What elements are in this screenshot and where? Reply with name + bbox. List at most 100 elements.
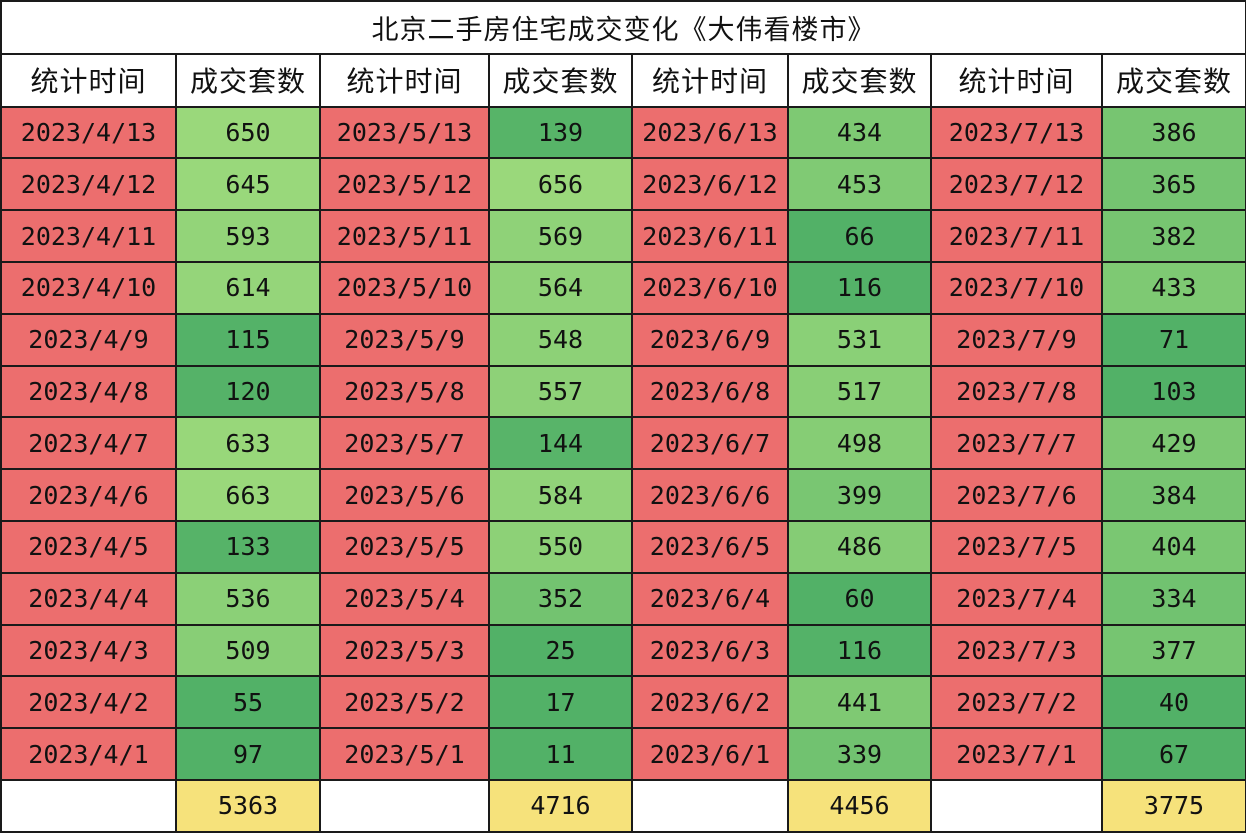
date-cell: 2023/5/6 (319, 468, 490, 522)
count-cell: 334 (1101, 571, 1246, 626)
date-cell: 2023/5/5 (319, 520, 490, 574)
count-cell: 365 (1101, 157, 1246, 212)
date-cell: 2023/5/11 (319, 209, 490, 264)
date-cell: 2023/7/9 (930, 312, 1103, 367)
empty-cell (631, 778, 789, 834)
date-cell: 2023/4/5 (0, 520, 177, 574)
count-cell: 60 (787, 571, 932, 626)
date-cell: 2023/6/12 (631, 157, 789, 212)
count-cell: 441 (787, 675, 932, 730)
count-cell: 384 (1101, 468, 1246, 522)
date-cell: 2023/7/3 (930, 623, 1103, 678)
count-cell: 531 (787, 312, 932, 367)
date-cell: 2023/4/8 (0, 364, 177, 419)
count-cell: 509 (175, 623, 321, 678)
date-cell: 2023/5/1 (319, 727, 490, 781)
count-cell: 399 (787, 468, 932, 522)
total-cell: 5363 (175, 778, 321, 834)
date-cell: 2023/5/8 (319, 364, 490, 419)
table-row: 2023/4/5 133 2023/5/5 550 2023/6/5 486 2023/7/… (0, 520, 1246, 574)
date-cell: 2023/6/11 (631, 209, 789, 264)
count-cell: 139 (488, 105, 633, 160)
table-title: 北京二手房住宅成交变化《大伟看楼市》 (0, 0, 1246, 55)
date-cell: 2023/5/7 (319, 416, 490, 471)
date-cell: 2023/4/1 (0, 727, 177, 781)
count-cell: 71 (1101, 312, 1246, 367)
date-cell: 2023/5/3 (319, 623, 490, 678)
empty-cell (930, 778, 1103, 834)
date-cell: 2023/4/11 (0, 209, 177, 264)
count-cell: 433 (1101, 261, 1246, 315)
date-cell: 2023/6/8 (631, 364, 789, 419)
date-cell: 2023/6/3 (631, 623, 789, 678)
count-cell: 97 (175, 727, 321, 781)
empty-cell (0, 778, 177, 834)
date-cell: 2023/4/9 (0, 312, 177, 367)
date-cell: 2023/6/7 (631, 416, 789, 471)
header-date-0: 统计时间 (0, 52, 177, 108)
count-cell: 663 (175, 468, 321, 522)
date-cell: 2023/4/13 (0, 105, 177, 160)
date-cell: 2023/6/4 (631, 571, 789, 626)
count-cell: 614 (175, 261, 321, 315)
count-cell: 116 (787, 623, 932, 678)
count-cell: 550 (488, 520, 633, 574)
count-cell: 67 (1101, 727, 1246, 781)
date-cell: 2023/7/2 (930, 675, 1103, 730)
date-cell: 2023/5/13 (319, 105, 490, 160)
table-row: 2023/4/12 645 2023/5/12 656 2023/6/12 453 2023… (0, 157, 1246, 212)
total-cell: 4716 (488, 778, 633, 834)
count-cell: 536 (175, 571, 321, 626)
date-cell: 2023/7/13 (930, 105, 1103, 160)
date-cell: 2023/7/7 (930, 416, 1103, 471)
count-cell: 339 (787, 727, 932, 781)
date-cell: 2023/7/10 (930, 261, 1103, 315)
date-cell: 2023/6/5 (631, 520, 789, 574)
header-count-0: 成交套数 (175, 52, 321, 108)
count-cell: 11 (488, 727, 633, 781)
header-count-3: 成交套数 (1101, 52, 1246, 108)
total-row: 5363 4716 4456 3775 (0, 778, 1246, 834)
header-date-1: 统计时间 (319, 52, 490, 108)
count-cell: 17 (488, 675, 633, 730)
count-cell: 498 (787, 416, 932, 471)
count-cell: 584 (488, 468, 633, 522)
count-cell: 144 (488, 416, 633, 471)
table-row: 2023/4/6 663 2023/5/6 584 2023/6/6 399 2023/7/… (0, 468, 1246, 522)
count-cell: 382 (1101, 209, 1246, 264)
date-cell: 2023/4/3 (0, 623, 177, 678)
count-cell: 593 (175, 209, 321, 264)
date-cell: 2023/4/6 (0, 468, 177, 522)
header-count-2: 成交套数 (787, 52, 932, 108)
title-row: 北京二手房住宅成交变化《大伟看楼市》 (0, 0, 1246, 55)
date-cell: 2023/5/12 (319, 157, 490, 212)
total-cell: 4456 (787, 778, 932, 834)
date-cell: 2023/6/13 (631, 105, 789, 160)
date-cell: 2023/5/10 (319, 261, 490, 315)
header-count-1: 成交套数 (488, 52, 633, 108)
date-cell: 2023/4/4 (0, 571, 177, 626)
count-cell: 55 (175, 675, 321, 730)
table-row: 2023/4/13 650 2023/5/13 139 2023/6/13 434 2023… (0, 105, 1246, 160)
count-cell: 377 (1101, 623, 1246, 678)
date-cell: 2023/6/1 (631, 727, 789, 781)
date-cell: 2023/5/4 (319, 571, 490, 626)
date-cell: 2023/7/5 (930, 520, 1103, 574)
count-cell: 564 (488, 261, 633, 315)
count-cell: 434 (787, 105, 932, 160)
table-row: 2023/4/8 120 2023/5/8 557 2023/6/8 517 2023/7/… (0, 364, 1246, 419)
date-cell: 2023/7/11 (930, 209, 1103, 264)
date-cell: 2023/7/6 (930, 468, 1103, 522)
total-cell: 3775 (1101, 778, 1246, 834)
date-cell: 2023/4/12 (0, 157, 177, 212)
table-row: 2023/4/3 509 2023/5/3 25 2023/6/3 116 2023/7/3… (0, 623, 1246, 678)
date-cell: 2023/5/2 (319, 675, 490, 730)
header-date-3: 统计时间 (930, 52, 1103, 108)
date-cell: 2023/5/9 (319, 312, 490, 367)
header-row: 统计时间 成交套数 统计时间 成交套数 统计时间 成交套数 统计时间 成交套数 (0, 52, 1246, 108)
table-row: 2023/4/10 614 2023/5/10 564 2023/6/10 116 2023… (0, 261, 1246, 315)
date-cell: 2023/7/8 (930, 364, 1103, 419)
count-cell: 120 (175, 364, 321, 419)
count-cell: 116 (787, 261, 932, 315)
